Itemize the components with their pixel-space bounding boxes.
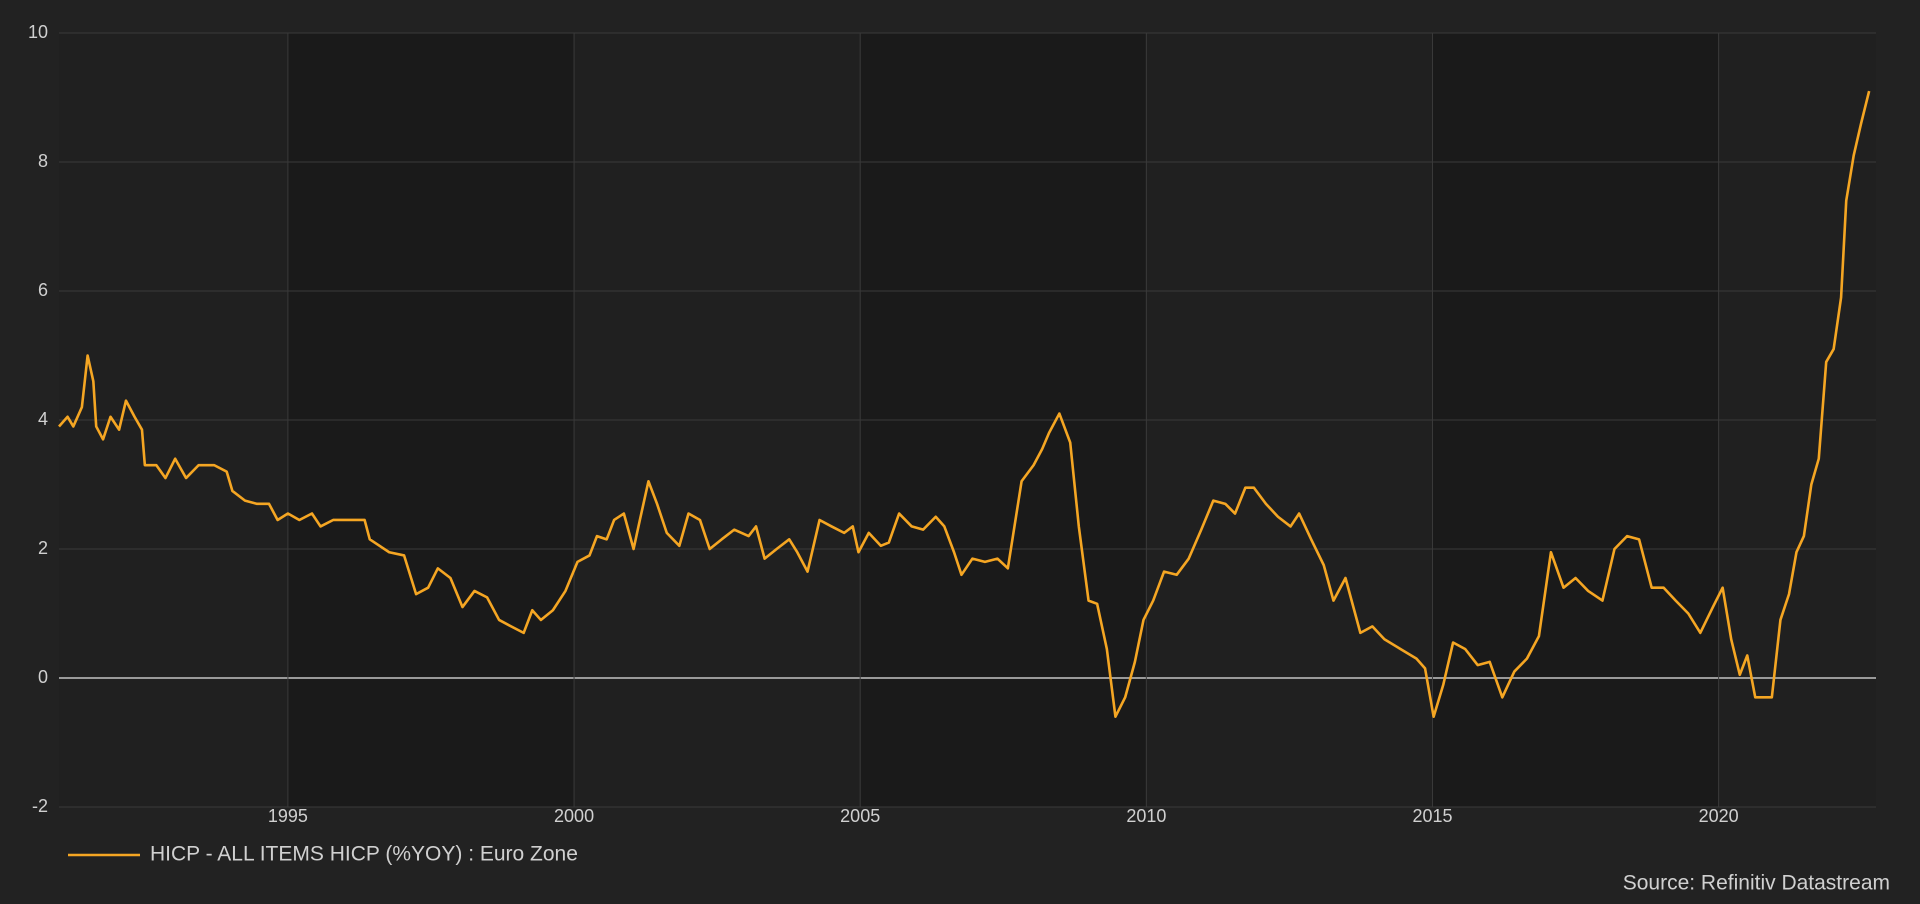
y-tick-label: 4	[38, 409, 48, 429]
legend-label: HICP - ALL ITEMS HICP (%YOY) : Euro Zone	[150, 843, 578, 866]
y-tick-label: 6	[38, 280, 48, 300]
x-tick-label: 2005	[840, 806, 880, 826]
x-tick-label: 2020	[1699, 806, 1739, 826]
x-tick-label: 2015	[1412, 806, 1452, 826]
data-line	[58, 90, 1871, 718]
y-tick-label: 10	[28, 22, 48, 42]
y-tick-label: -2	[32, 796, 48, 816]
source-note: Source: Refinitiv Datastream	[1623, 872, 1890, 895]
grid	[59, 32, 1876, 808]
x-tick-label: 1995	[268, 806, 308, 826]
x-tick-label: 2000	[554, 806, 594, 826]
marks	[58, 90, 1871, 718]
y-tick-label: 2	[38, 538, 48, 558]
y-tick-label: 0	[38, 667, 48, 687]
y-tick-label: 8	[38, 151, 48, 171]
labels: -2 0 2 4 6 8 10 1995 2000 2005 2010 2015 2020 HICP - …	[28, 22, 1739, 866]
x-tick-label: 2010	[1126, 806, 1166, 826]
